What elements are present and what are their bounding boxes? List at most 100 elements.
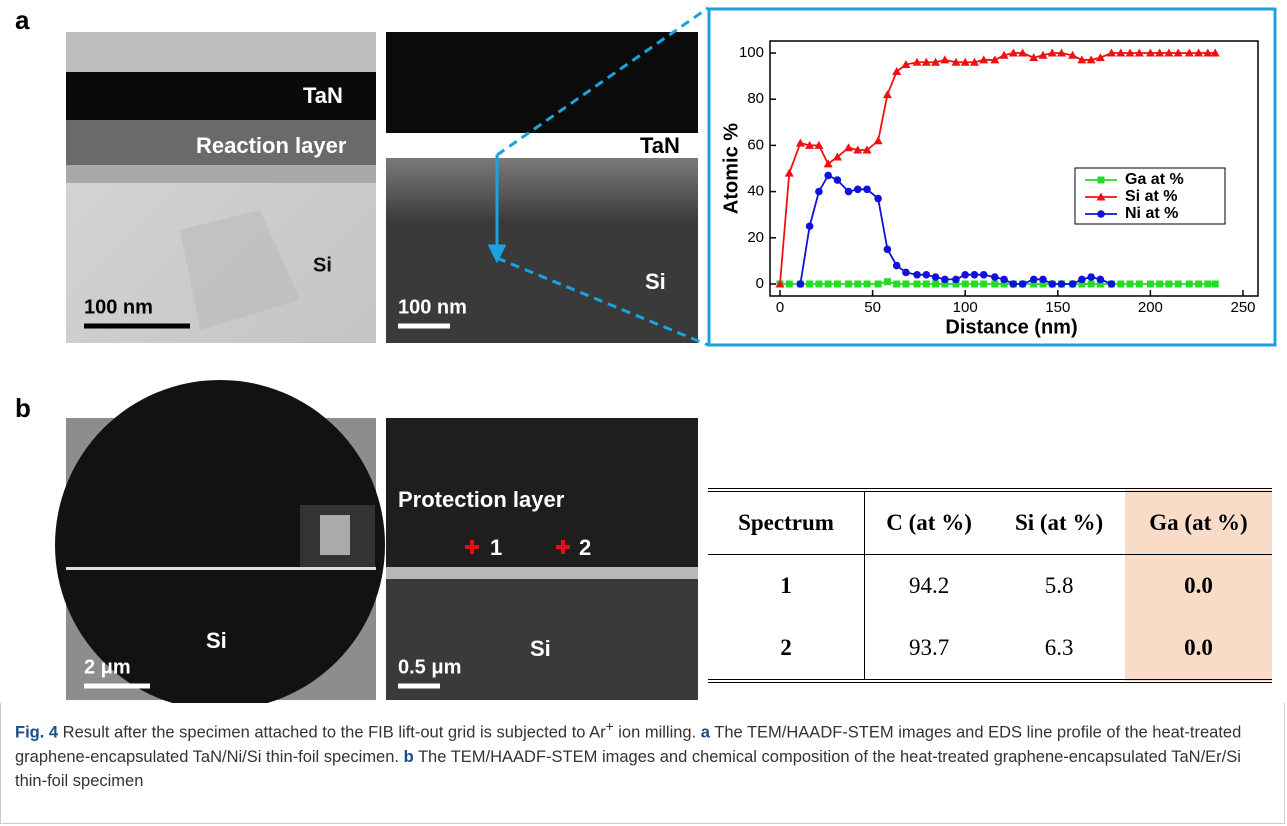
image-label: Reaction layer xyxy=(196,133,347,158)
table-cell: 93.7 xyxy=(865,617,994,681)
data-point xyxy=(1156,281,1163,288)
data-point xyxy=(1069,280,1077,288)
data-point xyxy=(1097,276,1105,284)
header-cell: Spectrum xyxy=(708,490,865,555)
image-label: Si xyxy=(313,254,332,276)
image-label: 2 xyxy=(579,535,591,560)
table-cell: 5.8 xyxy=(993,555,1125,618)
data-point xyxy=(884,246,892,254)
data-point xyxy=(1186,281,1193,288)
data-point xyxy=(1078,276,1086,284)
panel-label: b xyxy=(15,393,31,423)
x-tick-label: 0 xyxy=(776,299,784,316)
data-point xyxy=(980,281,987,288)
data-point xyxy=(1136,281,1143,288)
caption-text: Fig. 4 xyxy=(15,724,58,742)
data-point xyxy=(902,269,910,277)
scale-label: 100 nm xyxy=(84,296,153,318)
data-point xyxy=(913,271,921,279)
data-point xyxy=(1097,210,1105,218)
data-point xyxy=(844,143,853,151)
y-tick-label: 100 xyxy=(739,44,764,61)
data-point xyxy=(884,278,891,285)
table-cell: 2 xyxy=(708,617,865,681)
x-tick-label: 150 xyxy=(1045,299,1070,316)
data-point xyxy=(797,280,805,288)
legend-label: Si at % xyxy=(1125,188,1177,205)
data-point xyxy=(1204,281,1211,288)
scale-label: 0.5 μm xyxy=(398,656,461,678)
legend-label: Ni at % xyxy=(1125,205,1178,222)
data-point xyxy=(991,281,998,288)
data-point xyxy=(815,188,823,196)
data-point xyxy=(1000,276,1008,284)
header-cell: C (at %) xyxy=(865,490,994,555)
data-point xyxy=(785,169,794,177)
data-point xyxy=(923,271,931,279)
data-point xyxy=(940,55,949,63)
image-label: Protection layer xyxy=(398,487,565,512)
data-point xyxy=(980,271,988,279)
table-cell: 94.2 xyxy=(865,555,994,618)
data-point xyxy=(1010,280,1018,288)
data-point xyxy=(961,271,969,279)
data-point xyxy=(796,139,805,147)
data-point xyxy=(962,281,969,288)
image-label: Si xyxy=(206,628,227,653)
data-point xyxy=(874,136,883,144)
data-point xyxy=(1087,273,1095,281)
panel-label: a xyxy=(15,5,30,35)
data-point xyxy=(1175,281,1182,288)
data-point xyxy=(1030,276,1038,284)
image-label: TaN xyxy=(640,133,680,158)
table-cell: 0.0 xyxy=(1125,555,1272,618)
caption-text: a xyxy=(701,724,710,742)
data-point xyxy=(923,281,930,288)
data-point xyxy=(1039,276,1047,284)
y-tick-label: 0 xyxy=(756,275,764,292)
data-point xyxy=(1147,281,1154,288)
data-point xyxy=(825,281,832,288)
data-point xyxy=(1058,280,1066,288)
data-point xyxy=(863,185,871,193)
scale-label: 2 μm xyxy=(84,656,131,678)
data-point xyxy=(1088,281,1095,288)
data-point xyxy=(1127,281,1134,288)
data-point xyxy=(806,281,813,288)
caption-text: b xyxy=(404,748,414,766)
data-point xyxy=(1098,177,1105,184)
data-point xyxy=(1165,281,1172,288)
data-point xyxy=(864,281,871,288)
x-tick-label: 50 xyxy=(864,299,881,316)
data-point xyxy=(932,281,939,288)
image-label: TaN xyxy=(303,83,343,108)
data-point xyxy=(932,273,940,281)
data-point xyxy=(854,281,861,288)
data-point xyxy=(845,188,853,196)
header-cell: Si (at %) xyxy=(993,490,1125,555)
x-tick-label: 100 xyxy=(953,299,978,316)
data-point xyxy=(941,276,949,284)
data-point xyxy=(845,281,852,288)
sem-image xyxy=(55,380,385,703)
x-tick-label: 200 xyxy=(1138,299,1163,316)
data-point xyxy=(893,281,900,288)
y-tick-label: 60 xyxy=(747,136,764,153)
data-point xyxy=(1019,280,1027,288)
data-point xyxy=(991,273,999,281)
caption-text: ion milling. xyxy=(614,724,701,742)
y-tick-label: 80 xyxy=(747,90,764,107)
x-axis-title: Distance (nm) xyxy=(945,316,1077,338)
image-label: Si xyxy=(530,636,551,661)
data-point xyxy=(1212,281,1219,288)
scale-label: 100 nm xyxy=(398,296,467,318)
data-point xyxy=(806,222,814,230)
data-point xyxy=(815,281,822,288)
table-cell: 1 xyxy=(708,555,865,618)
data-point xyxy=(874,195,882,203)
page: a b TaN Reaction layer Si 100 nm TaN Si … xyxy=(0,0,1287,826)
